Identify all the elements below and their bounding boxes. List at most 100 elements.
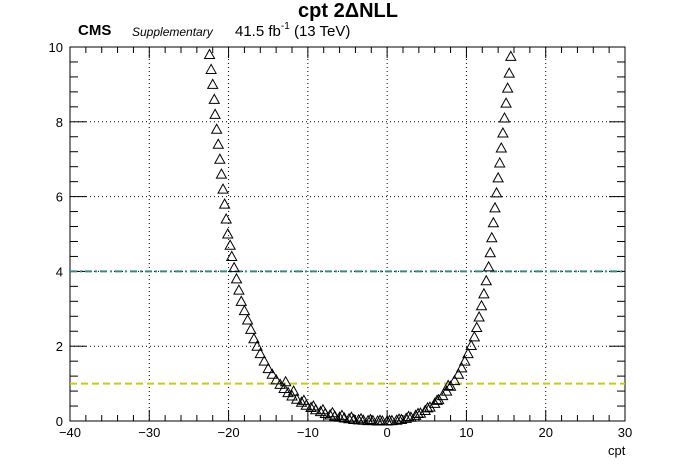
data-point [287,385,300,396]
data-point [374,414,386,425]
x-tick-label: −10 [297,425,319,440]
y-tick-label: 0 [56,414,63,429]
data-point [233,284,245,295]
data-point [458,355,471,366]
data-point [258,355,271,366]
data-point [214,153,226,164]
data-point [336,409,348,420]
data-point [493,156,506,168]
data-point [501,82,514,93]
luminosity-label: 41.5 fb-1 (13 TeV) [235,21,351,40]
data-point [295,396,308,407]
data-point [251,340,263,351]
data-point [218,198,231,209]
data-point [473,310,485,322]
chart-title: cpt 2ΔNLL [298,0,398,22]
data-point [475,299,488,311]
data-point [393,413,405,424]
data-point [431,394,443,405]
data-point [412,407,424,419]
data-point [482,260,495,272]
data-point [212,138,225,149]
x-tick-label: 30 [618,425,632,440]
data-point [421,401,434,413]
data-point [489,201,501,213]
data-point [209,108,221,119]
data-point [504,50,517,61]
data-point [452,368,465,379]
data-point [465,339,478,350]
data-point [498,112,511,123]
data-point [480,274,493,286]
y-tick-label: 8 [56,115,63,130]
data-point [221,227,234,239]
experiment-label: CMS [78,22,112,39]
x-tick-label: 20 [538,425,552,440]
data-point [210,123,223,134]
data-point [442,379,455,390]
data-point [290,393,303,404]
data-point [455,361,468,373]
data-point [224,239,237,250]
data-point [235,295,248,306]
x-axis-label: cpt [608,443,626,458]
data-point [448,374,461,386]
y-tick-label: 2 [56,339,63,354]
data-point [228,261,240,273]
data-point [468,330,481,342]
data-point [462,347,474,359]
data-point [497,126,509,138]
data-point [424,401,436,412]
data-point [220,213,233,224]
data-point [208,93,221,104]
data-point [241,313,254,325]
data-point [503,67,516,78]
data-point [248,332,260,344]
status-label: Supplementary [132,25,213,39]
data-point [492,171,504,183]
data-point [225,250,238,261]
data-point [270,373,282,385]
data-point [500,97,512,108]
data-point [444,380,457,391]
data-point [205,63,217,74]
data-point [203,48,216,59]
y-tick-label: 4 [56,264,63,279]
data-point [314,405,327,417]
data-point [402,410,415,422]
data-point [487,216,500,228]
data-point [495,141,508,153]
data-point [307,400,320,411]
data-point [419,404,432,416]
data-point [217,183,229,194]
data-point [409,409,422,420]
data-point [364,413,377,425]
data-point [262,362,275,374]
x-tick-label: −40 [59,425,81,440]
data-point [470,321,483,332]
data-point [278,382,290,393]
data-point [484,246,497,258]
data-point [305,401,317,413]
plot-frame [69,46,626,422]
data-point [326,406,339,418]
x-tick-label: −30 [138,425,160,440]
data-point [317,403,329,415]
x-tick-label: 0 [384,425,391,440]
data-point [355,412,367,424]
data-point [298,394,310,405]
y-tick-label: 10 [49,40,63,55]
data-point [490,186,503,198]
data-point [279,375,292,387]
data-point [274,378,286,389]
data-point [215,168,228,179]
data-point [428,397,441,408]
x-tick-label: −20 [218,425,240,440]
data-point [206,78,219,89]
data-point [230,272,243,284]
data-point [478,287,490,299]
x-tick-label: 10 [459,425,473,440]
data-point [390,414,403,425]
data-point [244,323,257,334]
